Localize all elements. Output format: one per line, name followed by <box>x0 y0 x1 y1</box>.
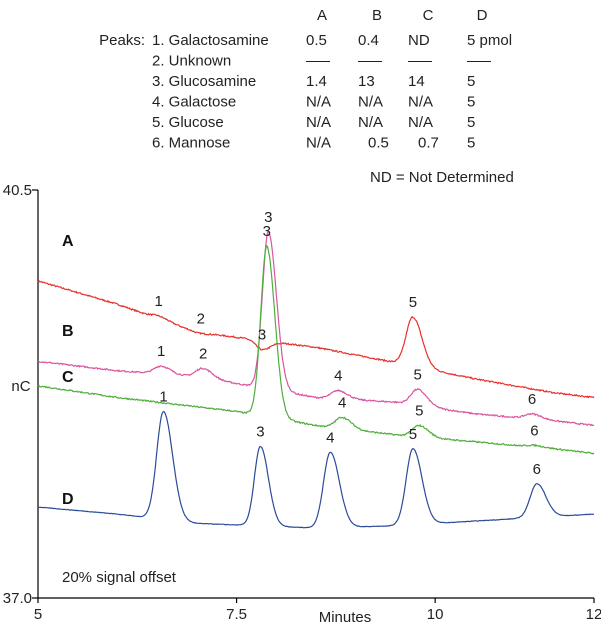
peak-label: 5 <box>415 402 423 419</box>
table-row-name: 5. Glucose <box>152 114 224 131</box>
trace-c <box>37 244 595 455</box>
trace-b <box>37 230 595 427</box>
table-cell: — <box>467 53 482 70</box>
table-cell: 14 <box>408 73 425 90</box>
table-column-header: D <box>477 7 488 24</box>
peak-label: 1 <box>157 343 165 360</box>
peak-label: 1 <box>155 293 163 310</box>
table-row-name: 1. Galactosamine <box>152 32 269 49</box>
peak-label: 5 <box>413 366 421 383</box>
table-footnote: ND = Not Determined <box>370 169 514 186</box>
table-cell: 1.4 <box>306 73 327 90</box>
table-row-name: 4. Galactose <box>152 94 236 111</box>
trace-a <box>37 279 595 399</box>
chart-traces <box>37 230 595 529</box>
table-row-name: 2. Unknown <box>152 53 231 70</box>
table-column-header: A <box>317 7 327 24</box>
table-cell: N/A <box>306 94 331 111</box>
table-cell: 13 <box>358 73 375 90</box>
table-cell: 5 <box>467 135 475 152</box>
peak-label: 6 <box>528 391 536 408</box>
table-cell: 0.5 <box>368 135 389 152</box>
peak-label: 3 <box>264 209 272 226</box>
peak-label: 4 <box>338 394 346 411</box>
signal-offset-note: 20% signal offset <box>62 569 177 586</box>
x-axis-label: Minutes <box>319 609 372 626</box>
peak-label: 3 <box>256 423 264 440</box>
table-cell: 5 <box>467 114 475 131</box>
table-cell: N/A <box>306 114 331 131</box>
table-cell: N/A <box>408 114 433 131</box>
peak-label: 3 <box>263 223 271 240</box>
table-row-name: 6. Mannose <box>152 135 230 152</box>
x-tick-label: 10 <box>427 606 444 623</box>
x-tick-label: 12 <box>586 606 601 623</box>
peak-label: 4 <box>334 368 342 385</box>
peaks-label: Peaks: <box>99 32 145 49</box>
table-cell: — <box>358 53 373 70</box>
table-cell: 5 <box>467 94 475 111</box>
table-cell: 5 <box>467 73 475 90</box>
y-tick-label: 40.5 <box>3 182 32 199</box>
table-cell: N/A <box>358 114 383 131</box>
trace-label-d: D <box>62 491 74 508</box>
peak-label: 5 <box>409 426 417 443</box>
trace-label-b: B <box>62 323 74 340</box>
y-tick-label: 37.0 <box>3 590 32 607</box>
table-column-header: C <box>423 7 434 24</box>
table-cell: 0.7 <box>418 135 439 152</box>
peak-label: 6 <box>533 461 541 478</box>
table-cell: — <box>306 53 321 70</box>
table-cell: N/A <box>408 94 433 111</box>
table-cell: — <box>408 53 423 70</box>
peak-label: 1 <box>159 388 167 405</box>
peak-label: 4 <box>326 429 334 446</box>
trace-label-c: C <box>62 369 74 386</box>
x-tick-label: 5 <box>34 606 42 623</box>
peak-labels: A 1 2 3 5 B 1 2 3 4 5 6 C 3 4 5 6 D 1 3 4 5 6 <box>62 209 541 508</box>
table-cell: N/A <box>358 94 383 111</box>
peak-label: 2 <box>197 310 205 327</box>
peak-label: 5 <box>409 294 417 311</box>
table-cell: 0.5 <box>306 32 327 49</box>
trace-d <box>37 410 595 529</box>
table-cell: 5 pmol <box>467 32 512 49</box>
table-cell: 0.4 <box>358 32 379 49</box>
peak-label: 3 <box>258 327 266 344</box>
table-cell: ND <box>408 32 430 49</box>
trace-label-a: A <box>62 233 74 250</box>
peak-table: A B C D Peaks: 1. Galactosamine 0.5 0.4 ND 5 pmol… <box>99 7 514 186</box>
y-axis-label: nC <box>11 378 30 395</box>
peak-label: 6 <box>530 422 538 439</box>
peak-label: 2 <box>199 345 207 362</box>
table-cell: N/A <box>306 135 331 152</box>
table-column-header: B <box>372 7 382 24</box>
table-row-name: 3. Glucosamine <box>152 73 256 90</box>
x-tick-label: 7.5 <box>226 606 247 623</box>
